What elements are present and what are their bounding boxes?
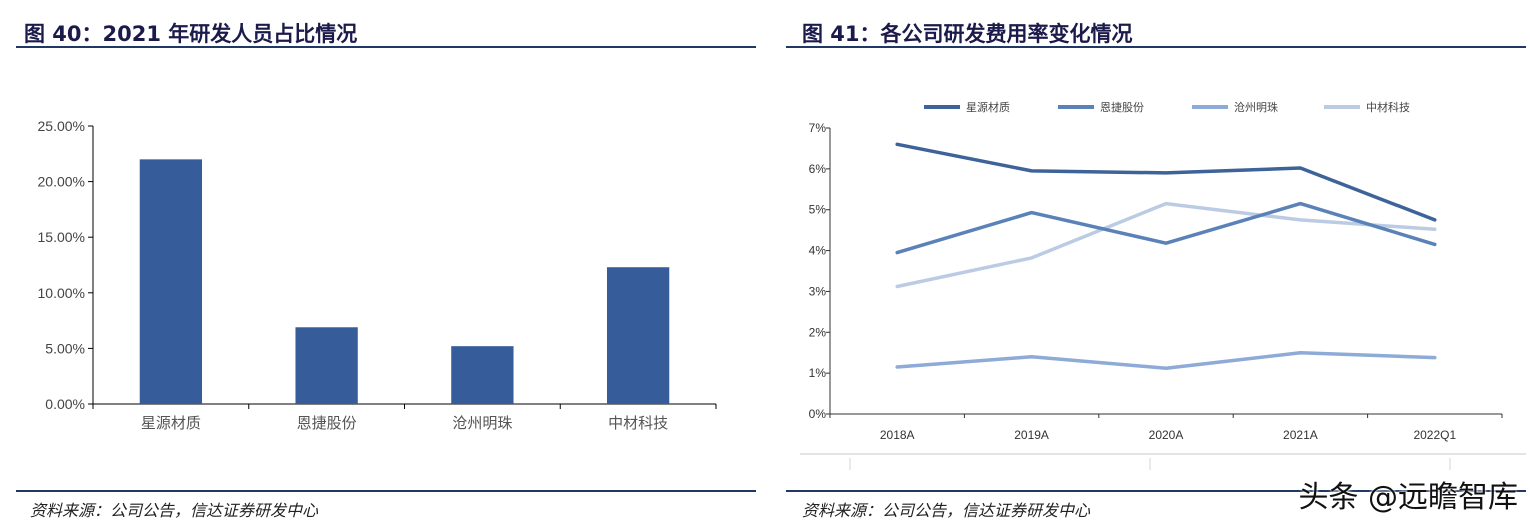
legend-label: 中材科技 (1366, 100, 1410, 114)
y-tick-label: 2% (809, 325, 827, 339)
series-line-4 (895, 201, 1437, 289)
y-tick-label: 6% (809, 162, 827, 176)
source-rule (786, 490, 1526, 492)
series-line-2 (895, 201, 1437, 255)
y-tick-label: 15.00% (38, 229, 85, 245)
y-tick-label: 25.00% (38, 118, 85, 134)
figure-40-title: 图 40：2021 年研发人员占比情况 (24, 22, 358, 46)
legend-label: 星源材质 (966, 100, 1010, 114)
series-line-1 (895, 142, 1437, 222)
legend-label: 恩捷股份 (1100, 100, 1144, 114)
x-tick-label: 2020A (1149, 428, 1184, 442)
x-tick-label: 中材科技 (608, 415, 668, 432)
y-tick-label: 0.00% (45, 396, 85, 412)
watermark-text: 头条 @远瞻智库 (1298, 480, 1518, 515)
y-tick-label: 20.00% (38, 174, 85, 190)
y-tick-label: 5.00% (45, 340, 85, 356)
bar (606, 267, 670, 404)
bar-chart: 0.00% 5.00% 10.00% 15.00% 20.00% 25.00% 星源材质 恩捷… (38, 118, 717, 432)
y-tick-label: 3% (809, 284, 827, 298)
x-tick-label: 2018A (880, 428, 915, 442)
figure-40-source: 资料来源：公司公告，信达证券研发中心 (30, 501, 319, 520)
bar (139, 159, 203, 404)
x-tick-label: 2021A (1283, 428, 1318, 442)
title-rule (786, 46, 1526, 48)
series-line-3 (895, 350, 1437, 370)
figure-41-source: 资料来源：公司公告，信达证券研发中心 (802, 501, 1091, 520)
x-tick-label: 2022Q1 (1413, 428, 1456, 442)
y-tick-label: 10.00% (38, 285, 85, 301)
y-tick-label: 7% (809, 121, 827, 135)
x-tick-label: 沧州明珠 (452, 415, 512, 432)
x-tick-label: 星源材质 (141, 415, 201, 432)
figure-41-panel: 图 41：各公司研发费用率变化情况 0% 1% 2% 3% 4% 5% 6% 7% 2018A 2… (786, 0, 1530, 529)
y-tick-label: 0% (809, 407, 827, 421)
y-tick-label: 1% (809, 366, 827, 380)
y-tick-label: 5% (809, 203, 827, 217)
x-tick-label: 2019A (1014, 428, 1049, 442)
x-tick-label: 恩捷股份 (297, 415, 357, 432)
line-chart: 0% 1% 2% 3% 4% 5% 6% 7% 2018A 2019A 2020A 2021A 2022… (800, 100, 1526, 470)
y-tick-label: 4% (809, 244, 827, 258)
legend-label: 沧州明珠 (1234, 100, 1278, 114)
bar (295, 327, 358, 404)
source-rule (16, 490, 756, 492)
figure-41-title: 图 41：各公司研发费用率变化情况 (802, 22, 1133, 46)
bar (451, 346, 514, 404)
figure-40-panel: 图 40：2021 年研发人员占比情况 0.00% 5.00% 10.00% 15.0… (16, 22, 756, 520)
title-rule (16, 46, 756, 48)
